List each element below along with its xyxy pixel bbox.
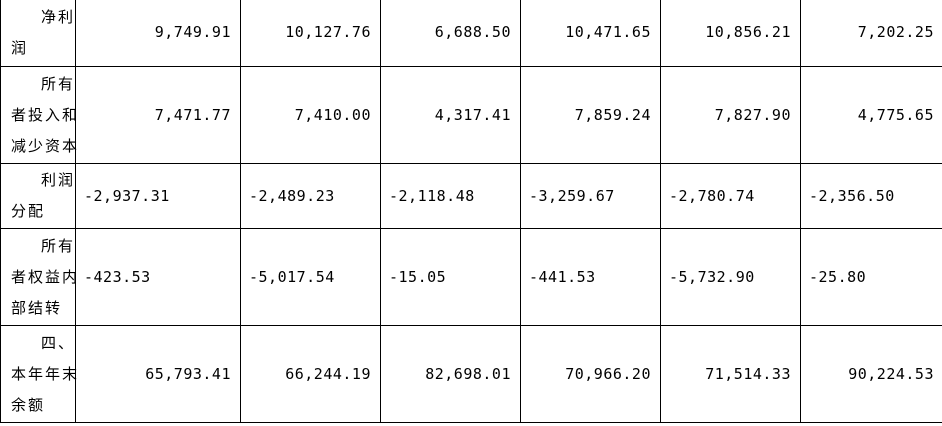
value-cell: 7,202.25 [800, 0, 942, 67]
value-cell: 7,859.24 [520, 66, 661, 164]
value-cell: -2,780.74 [660, 163, 801, 229]
table-row-profit-distribution: 利润 分配 -2,937.31 -2,489.23 -2,118.48 -3,2… [0, 163, 942, 229]
value-cell: -2,937.31 [75, 163, 241, 229]
table-row-net-profit: 净利 润 9,749.91 10,127.76 6,688.50 10,471.… [0, 0, 942, 67]
value-cell: -2,118.48 [380, 163, 521, 229]
value-cell: 65,793.41 [75, 325, 241, 423]
table-row-year-end-balance: 四、 本年年末 余额 65,793.41 66,244.19 82,698.01… [0, 325, 942, 423]
value-cell: 7,827.90 [660, 66, 801, 164]
value-cell: 66,244.19 [240, 325, 381, 423]
value-cell: 4,317.41 [380, 66, 521, 164]
row-label-internal-transfer: 所有 者权益内 部结转 [0, 228, 77, 326]
value-cell: -2,356.50 [800, 163, 942, 229]
value-cell: 71,514.33 [660, 325, 801, 423]
row-label-year-end-balance: 四、 本年年末 余额 [0, 325, 77, 423]
value-cell: -2,489.23 [240, 163, 381, 229]
value-cell: 70,966.20 [520, 325, 661, 423]
value-cell: -441.53 [520, 228, 661, 326]
value-cell: 10,471.65 [520, 0, 661, 67]
value-cell: 7,471.77 [75, 66, 241, 164]
row-label-owner-investment: 所有 者投入和 减少资本 [0, 66, 77, 164]
value-cell: 4,775.65 [800, 66, 942, 164]
table-row-internal-transfer: 所有 者权益内 部结转 -423.53 -5,017.54 -15.05 -44… [0, 228, 942, 326]
value-cell: 9,749.91 [75, 0, 241, 67]
value-cell: 82,698.01 [380, 325, 521, 423]
value-cell: 7,410.00 [240, 66, 381, 164]
value-cell: -5,017.54 [240, 228, 381, 326]
value-cell: 10,127.76 [240, 0, 381, 67]
row-label-net-profit: 净利 润 [0, 0, 76, 67]
value-cell: -3,259.67 [520, 163, 661, 229]
value-cell: -15.05 [380, 228, 521, 326]
value-cell: 90,224.53 [800, 325, 942, 423]
value-cell: 10,856.21 [660, 0, 801, 67]
row-label-profit-distribution: 利润 分配 [0, 163, 76, 229]
value-cell: -25.80 [800, 228, 942, 326]
table-row-owner-investment: 所有 者投入和 减少资本 7,471.77 7,410.00 4,317.41 … [0, 66, 942, 164]
value-cell: -423.53 [75, 228, 241, 326]
value-cell: 6,688.50 [380, 0, 521, 67]
value-cell: -5,732.90 [660, 228, 801, 326]
